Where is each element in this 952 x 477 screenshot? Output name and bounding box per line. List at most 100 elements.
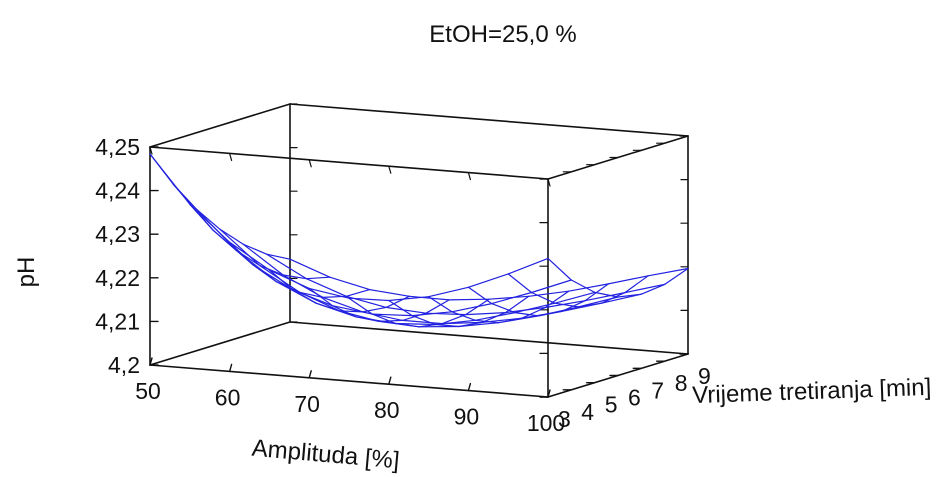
box-edge [149,364,549,398]
surface-line [607,275,649,285]
chart-title: EtOH=25,0 % [429,21,576,48]
z-tick-label: 4,23 [95,221,140,247]
surface-line [329,276,371,291]
surface-line [507,257,549,275]
surface-line [322,296,364,313]
y-tick-label: 7 [651,377,664,403]
surface-line [451,303,493,313]
surface-line [385,306,427,314]
z-tick-label: 4,2 [108,352,140,378]
x-tick-label: 90 [454,404,480,430]
surface-line [229,241,254,266]
y-axis-label: Vrijeme tretiranja [min] [692,374,932,409]
surface-line [474,319,500,324]
surface-line [266,253,291,260]
surface-line [289,258,331,278]
surface-line [507,273,533,294]
surface-line [514,312,540,317]
y-tick-label: 9 [698,363,711,389]
box-edge [149,146,549,180]
surface-line [385,295,410,308]
surface-line [640,283,666,295]
z-tick-label: 4,24 [95,178,140,204]
surface-line [530,279,572,294]
z-tick-label: 4,21 [95,308,140,334]
x-tick-mark [467,382,472,392]
surface-line [467,273,509,288]
box-edge [289,103,689,137]
surface-line [544,290,570,309]
surface-line [465,312,507,316]
surface-line [371,313,413,317]
surface-line [481,312,507,323]
surface-line [308,287,334,307]
surface-line [355,316,380,322]
surface-line [570,279,596,293]
y-tick-label: 5 [605,392,618,418]
surface-line [448,298,490,301]
surface-line [172,183,198,210]
surface-line [624,283,666,294]
surface-line [547,257,572,281]
x-tick-mark [388,376,392,385]
y-tick-label: 6 [628,385,641,411]
x-axis-label: Amplituda [%] [251,435,401,475]
x-tick-mark-top [467,172,471,181]
surface-line [451,311,476,321]
surface-line [428,296,453,313]
surface-line [196,208,221,230]
surface-line [428,286,469,298]
surface-line [594,291,619,298]
z-tick-label: 4,22 [95,265,140,291]
surface-line [600,293,642,304]
surface-line [434,323,460,328]
x-tick-label: 60 [215,384,241,410]
surface-line [567,283,610,292]
surface-line [465,298,490,316]
surface-line [212,229,238,252]
surface-line [401,319,443,325]
surface-line [292,289,317,304]
surface-line [345,295,387,308]
surface-line [467,286,493,305]
surface-line [530,291,556,304]
box-edge [289,321,689,355]
surface-line [282,274,308,280]
x-tick-mark-top [547,178,551,187]
y-tick-label: 4 [581,399,594,425]
surface-line [584,292,626,302]
z-axis-label: pH [13,257,40,288]
surface-line [196,208,238,252]
surface-line [577,302,603,308]
x-tick-label: 100 [527,410,565,436]
surface-line [362,311,404,321]
x-tick-mark [547,389,551,398]
surface-line [348,297,373,315]
surface-line [305,276,331,280]
x-tick-label: 70 [294,391,320,417]
surface-line [378,319,404,322]
surface-line [331,305,357,318]
surface-line [371,313,397,325]
x-tick-mark [149,357,153,366]
surface-line [554,291,596,304]
surface-line [488,295,530,300]
y-tick-label: 3 [558,406,571,432]
surface-line [441,321,483,325]
surface-line [345,289,371,297]
plot-box-back [149,103,689,366]
x-tick-mark-top [229,152,233,161]
surface-line [242,243,284,276]
surface-line [369,289,410,297]
surface-line [411,315,437,326]
surface-line [395,322,437,326]
surface-line [624,275,649,294]
surface-line [315,302,340,312]
surface-line [299,291,340,312]
x-tick-mark [308,370,312,379]
box-edge [149,321,291,366]
surface-line [268,269,294,291]
surface-line [498,317,523,324]
z-axis-ticks: 4,2 4,21 4,22 4,23 4,24 4,25 [95,103,689,398]
